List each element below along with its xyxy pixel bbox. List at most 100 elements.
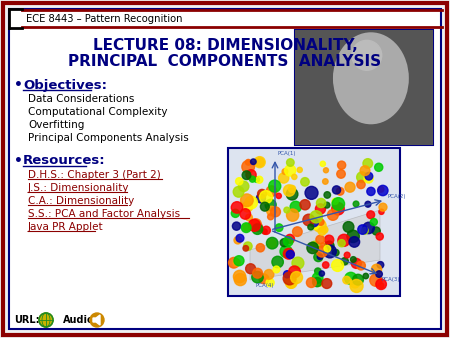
Text: C.A.: Dimensionality: C.A.: Dimensionality [28,196,134,206]
Circle shape [360,166,370,175]
Circle shape [379,209,384,214]
Circle shape [358,225,367,234]
Circle shape [287,209,299,221]
Text: Audio:: Audio: [63,315,99,325]
Circle shape [357,261,365,270]
Circle shape [260,191,272,203]
Circle shape [363,222,374,234]
Circle shape [262,229,267,234]
Circle shape [324,202,330,208]
Circle shape [233,259,240,266]
Bar [228,148,400,296]
Circle shape [343,221,354,232]
Circle shape [282,169,288,174]
Text: Java PR Applet: Java PR Applet [28,222,104,232]
Circle shape [288,185,296,192]
Circle shape [367,187,375,196]
Circle shape [240,209,251,219]
Circle shape [236,234,244,242]
Circle shape [246,214,252,221]
Circle shape [343,276,351,284]
Text: PCA(3): PCA(3) [382,277,400,282]
Circle shape [376,271,382,277]
Circle shape [365,172,373,180]
Circle shape [292,257,304,269]
Polygon shape [93,315,100,325]
Circle shape [303,214,315,226]
Circle shape [231,202,243,213]
Text: Resources:: Resources: [23,154,106,168]
Circle shape [242,161,255,173]
Polygon shape [250,210,380,280]
Text: PRINCIPAL  COMPONENTS  ANALYSIS: PRINCIPAL COMPONENTS ANALYSIS [68,53,382,69]
Text: •: • [14,78,23,92]
Circle shape [322,279,332,288]
Circle shape [39,313,53,327]
Circle shape [257,189,266,198]
Text: PCA(2): PCA(2) [387,194,405,199]
Circle shape [310,219,320,229]
Circle shape [345,182,355,192]
Circle shape [292,174,297,179]
Text: J.S.: Dimensionality: J.S.: Dimensionality [28,183,130,193]
Circle shape [350,280,363,292]
Circle shape [306,278,316,288]
Circle shape [344,252,350,258]
Circle shape [376,279,387,290]
Circle shape [365,201,371,207]
Circle shape [266,237,278,249]
Circle shape [275,224,283,232]
Circle shape [234,236,242,244]
Circle shape [232,222,241,230]
Circle shape [379,203,387,211]
Circle shape [256,194,266,203]
Circle shape [313,277,322,287]
Circle shape [378,187,384,192]
Circle shape [251,219,261,229]
Circle shape [262,226,270,235]
Circle shape [324,245,336,258]
Circle shape [297,167,302,172]
Circle shape [284,237,293,246]
Circle shape [245,160,251,165]
Circle shape [246,170,256,180]
Text: Objectives:: Objectives: [23,78,107,92]
Circle shape [241,223,251,233]
Circle shape [266,186,277,196]
Circle shape [248,219,260,231]
Text: S.S.: PCA and Factor Analysis: S.S.: PCA and Factor Analysis [28,209,180,219]
Circle shape [316,198,326,208]
Circle shape [350,279,360,288]
Circle shape [308,224,314,230]
Circle shape [279,173,289,183]
Circle shape [345,272,357,285]
Circle shape [234,270,246,283]
Circle shape [363,159,373,168]
Circle shape [264,269,274,279]
Circle shape [352,40,382,70]
Circle shape [236,178,243,185]
Circle shape [375,163,383,171]
Circle shape [284,248,294,259]
Circle shape [233,187,244,197]
Circle shape [361,227,368,234]
Circle shape [317,219,324,225]
Circle shape [234,273,246,286]
Text: Overfitting: Overfitting [28,120,85,130]
Circle shape [255,158,264,167]
Circle shape [252,271,263,283]
Circle shape [310,211,322,223]
Circle shape [320,161,325,167]
Circle shape [285,234,294,243]
Circle shape [319,271,324,276]
Circle shape [351,258,361,268]
Circle shape [357,172,367,183]
Circle shape [284,271,291,278]
Circle shape [376,233,383,240]
Circle shape [307,242,318,254]
Circle shape [272,256,284,268]
Circle shape [324,168,328,173]
Circle shape [338,240,345,247]
Circle shape [280,245,292,258]
Circle shape [266,279,274,287]
